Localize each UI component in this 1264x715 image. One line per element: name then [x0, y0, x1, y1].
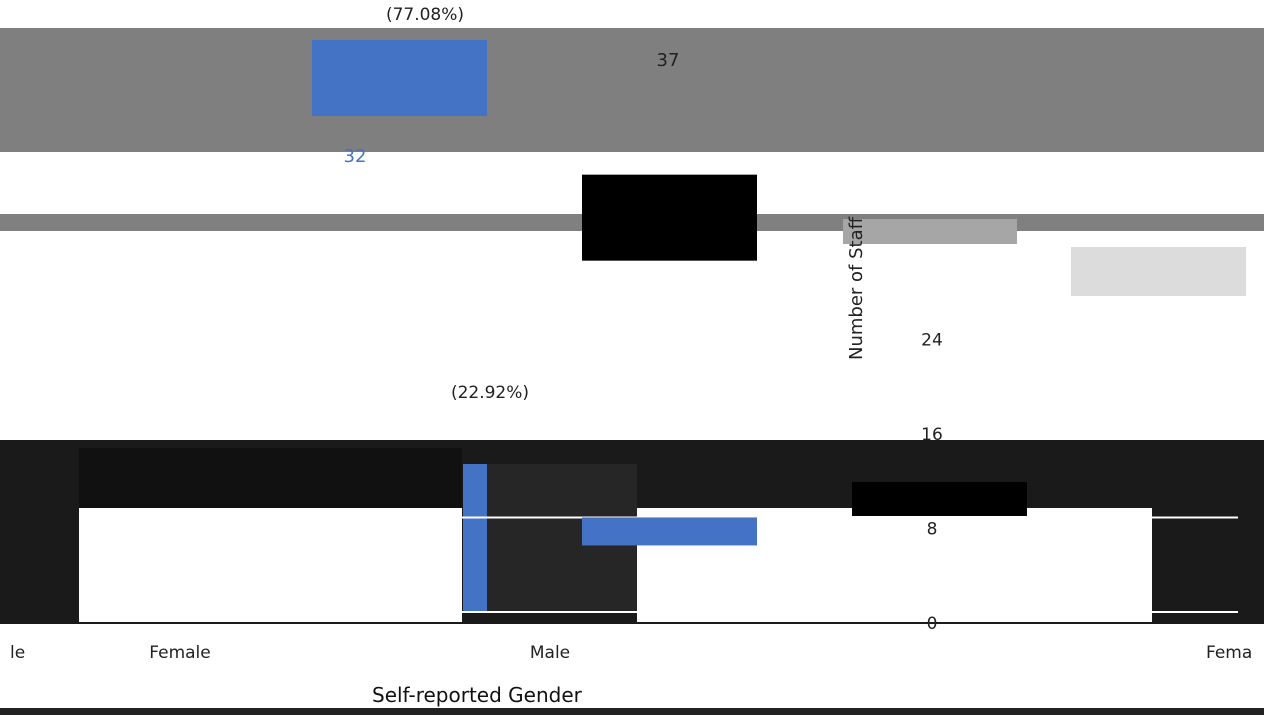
gridlines [120, 327, 1238, 613]
bar [852, 481, 1027, 516]
bar [582, 174, 757, 261]
x-tick-label: Male [530, 643, 570, 663]
bars [312, 40, 1027, 546]
percent-label: (77.08%) [386, 5, 464, 25]
y-axis-label: Number of Staff [846, 216, 867, 360]
y-ticks: 0 8 16 24 [921, 330, 943, 634]
artifact-band-bottom [0, 708, 1264, 715]
data-labels: 32 37 (77.08%) (22.92%) [344, 5, 680, 403]
artifact-band-top [0, 28, 1264, 158]
edge-label-right: Fema [1206, 643, 1252, 663]
x-axis-label: Self-reported Gender [372, 683, 583, 707]
x-tick-label: Female [149, 643, 210, 663]
artifact-panel [843, 219, 1017, 244]
artifact-panel [79, 448, 462, 508]
data-label: 37 [657, 50, 680, 71]
y-tick-label: 8 [927, 519, 938, 539]
artifact-band-cut [0, 152, 1264, 162]
artifact-panel [79, 508, 462, 622]
percent-label: (22.92%) [451, 383, 529, 403]
artifact-panel [463, 464, 487, 612]
y-tick-label: 24 [921, 330, 943, 350]
artifact-panel [1071, 247, 1246, 296]
edge-label-left: le [10, 643, 25, 663]
y-tick-label: 0 [927, 614, 938, 634]
y-tick-label: 16 [921, 425, 943, 445]
data-label: 32 [344, 146, 367, 167]
bar [312, 40, 487, 116]
bar [582, 517, 757, 546]
x-ticks: Female Male [149, 643, 570, 663]
